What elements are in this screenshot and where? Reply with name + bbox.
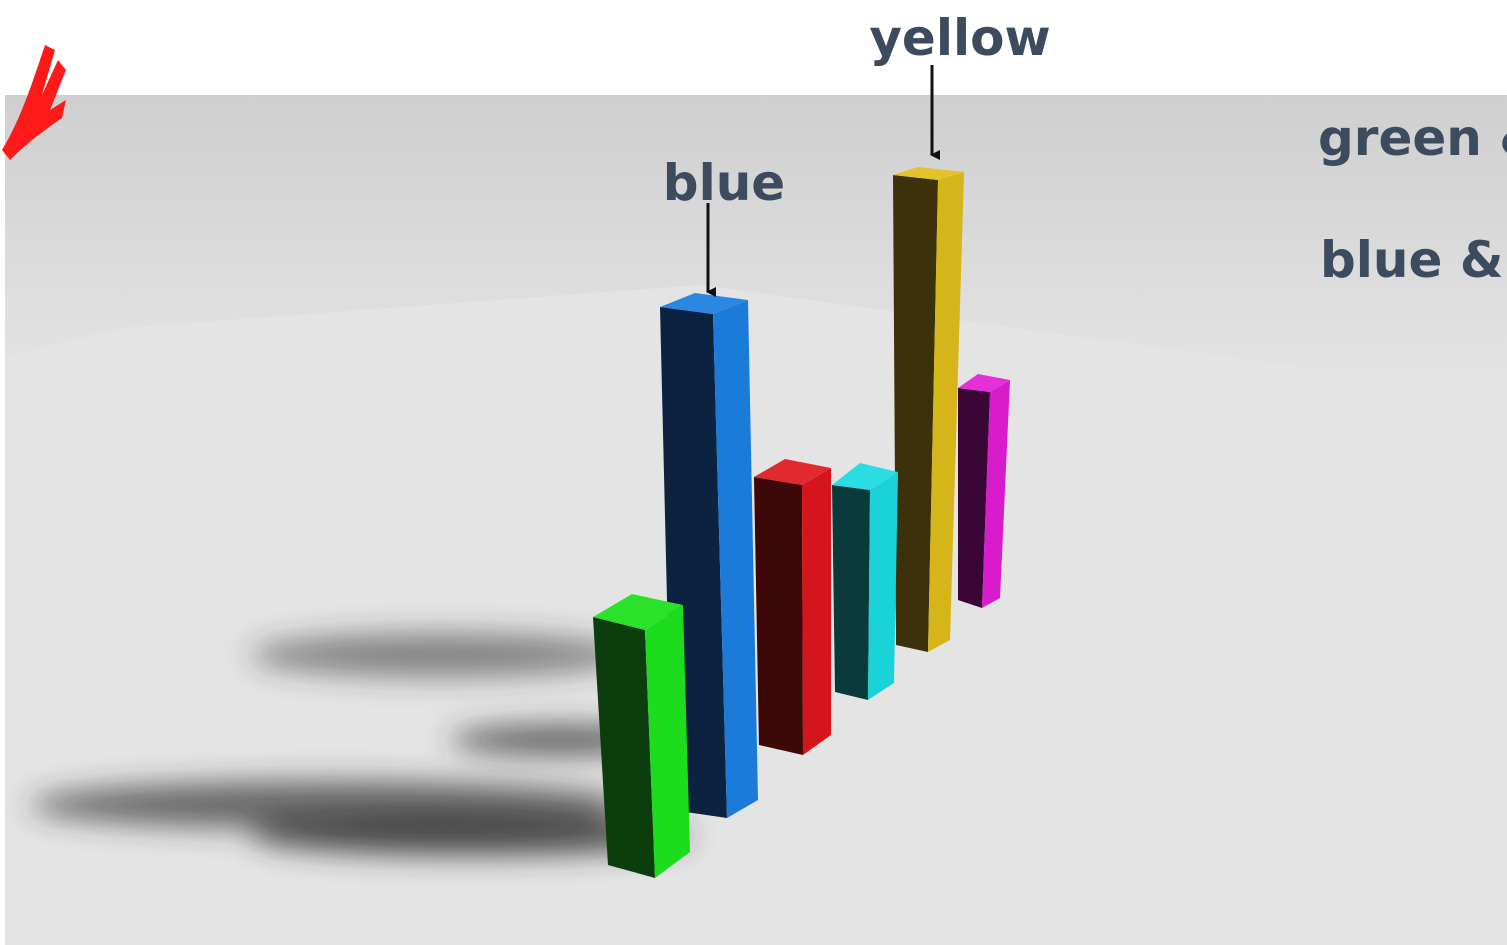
bars — [593, 167, 1010, 878]
side-text: blue & — [1320, 231, 1503, 289]
annotation: blue — [663, 154, 785, 212]
red-bar — [754, 459, 831, 755]
shadows — [30, 633, 690, 855]
yellow-bar — [893, 167, 964, 652]
floor — [5, 285, 1507, 945]
annotation: yellow — [869, 9, 1050, 67]
hand-icon — [2, 45, 66, 160]
cyan-bar — [832, 463, 898, 700]
green-bar — [593, 594, 690, 878]
side-text: green & — [1318, 109, 1507, 167]
magenta-bar — [958, 374, 1010, 608]
